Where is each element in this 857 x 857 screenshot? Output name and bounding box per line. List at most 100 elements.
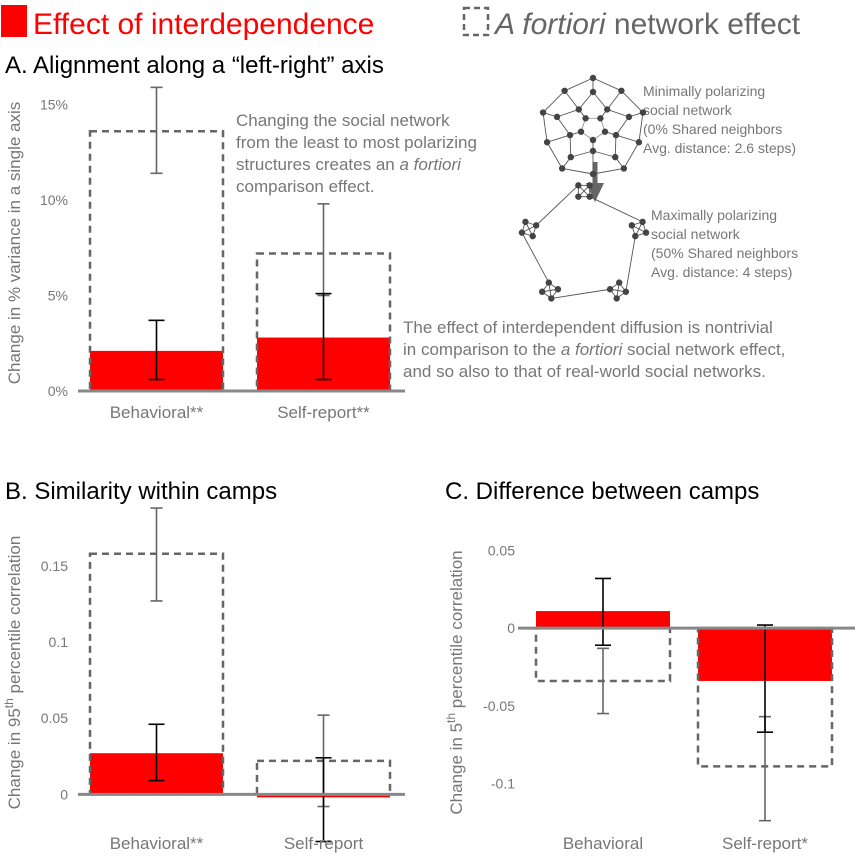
network-node xyxy=(589,74,597,82)
network-edge xyxy=(542,90,565,113)
network-edge xyxy=(592,150,616,158)
network-node xyxy=(642,229,650,236)
network-edge xyxy=(638,112,644,143)
network-node xyxy=(589,88,597,96)
network-edge xyxy=(625,236,636,292)
network-edge xyxy=(607,108,630,118)
network-edge xyxy=(615,116,630,136)
legend: Effect of interdependence A fortiori net… xyxy=(1,5,801,41)
network-node xyxy=(582,115,589,122)
network-edge xyxy=(546,134,571,143)
y-tick-label: 15% xyxy=(40,97,68,113)
network-node xyxy=(628,222,635,229)
network-edge xyxy=(569,135,572,158)
legend-network-label: A fortiori network effect xyxy=(493,8,801,41)
category-label: Self-report* xyxy=(722,834,808,853)
network-node xyxy=(575,106,583,113)
network-node xyxy=(543,139,551,146)
y-tick-label: 0.1 xyxy=(49,634,69,650)
network-edge xyxy=(589,196,643,223)
legend-effect-label: Effect of interdependence xyxy=(33,8,374,41)
network-node xyxy=(575,182,582,189)
network-edge xyxy=(606,90,622,110)
network-edge xyxy=(564,90,580,110)
network-node xyxy=(529,232,536,240)
network-node xyxy=(639,218,646,226)
y-axis-label: Change in 5th percentile correlation xyxy=(444,550,466,814)
category-label: Self-report** xyxy=(277,403,370,422)
category-label: Behavioral** xyxy=(110,834,204,853)
network-node xyxy=(558,165,566,172)
network-node xyxy=(603,106,611,113)
network-node xyxy=(548,295,555,302)
min-network-caption: Minimally polarizing social network (0% … xyxy=(643,83,796,156)
panel-a-chart: 0% 5% 10% 15% Change in % variance in a sing… xyxy=(5,86,405,422)
panel-b-title: B. Similarity within camps xyxy=(5,478,277,505)
legend-network-swatch xyxy=(462,6,490,37)
panel-c-chart: 0.05 0 -0.05 -0.1 Change in 5th percentile c… xyxy=(444,543,855,853)
network-node xyxy=(589,147,597,155)
network-edge xyxy=(521,232,550,283)
network-edge xyxy=(578,91,594,110)
network-edge xyxy=(542,112,548,143)
network-node xyxy=(538,288,546,295)
network-node xyxy=(612,131,620,139)
network-node xyxy=(606,286,614,293)
network-node xyxy=(567,153,574,161)
panel-a-note-1: Changing the social network from the lea… xyxy=(236,111,482,196)
network-node xyxy=(618,87,625,94)
network-node xyxy=(589,170,597,178)
network-node xyxy=(635,139,643,146)
legend-effect-swatch xyxy=(1,5,27,37)
network-node xyxy=(620,165,628,172)
max-network-diagram xyxy=(518,182,650,302)
network-node xyxy=(566,131,574,139)
category-label: Self-report xyxy=(284,834,364,853)
network-node xyxy=(554,286,562,293)
network-edge xyxy=(570,150,594,158)
network-node xyxy=(518,229,526,236)
network-edge xyxy=(562,168,594,175)
y-tick-label: 0.05 xyxy=(488,543,515,559)
panel-a-title: A. Alignment along a “left-right” axis xyxy=(5,52,384,79)
y-axis-label: Change in % variance in a single axis xyxy=(5,102,24,385)
network-edge xyxy=(564,77,594,92)
network-node xyxy=(589,136,597,144)
panel-b-chart: 0 0.05 0.1 0.15 Change in 95th percentile co… xyxy=(2,507,405,853)
network-node xyxy=(639,109,647,116)
network-node xyxy=(632,232,639,240)
y-tick-label: 5% xyxy=(48,288,68,304)
network-edge xyxy=(614,135,617,158)
network-edge xyxy=(556,108,579,118)
y-tick-label: 0.05 xyxy=(41,710,68,726)
network-node xyxy=(561,87,568,94)
network-node xyxy=(601,128,609,135)
panel-c-title: C. Difference between camps xyxy=(445,478,759,505)
category-label: Behavioral xyxy=(563,834,643,853)
y-tick-label: 0 xyxy=(507,620,515,636)
network-node xyxy=(625,113,633,121)
network-edge xyxy=(592,168,624,175)
max-network-caption: Maximally polarizing social network (50%… xyxy=(651,207,802,280)
network-edge xyxy=(615,134,640,143)
network-edge xyxy=(535,185,579,226)
y-tick-label: -0.1 xyxy=(491,775,515,791)
network-node xyxy=(613,295,620,302)
min-network-diagram xyxy=(539,74,647,178)
y-tick-label: 0.15 xyxy=(41,558,68,574)
network-edge xyxy=(621,90,644,113)
network-edge xyxy=(592,77,622,92)
y-tick-label: -0.05 xyxy=(483,698,515,714)
network-node xyxy=(553,113,561,121)
network-node xyxy=(622,288,630,295)
network-node xyxy=(586,182,593,189)
network-node xyxy=(586,193,593,200)
panel-a-note-2: The effect of interdependent diffusion i… xyxy=(403,318,790,381)
network-edge xyxy=(546,141,563,169)
y-tick-label: 0% xyxy=(48,383,68,399)
network-node xyxy=(597,115,604,122)
network-node xyxy=(612,153,619,161)
network-node xyxy=(533,222,540,229)
network-node xyxy=(577,128,585,135)
